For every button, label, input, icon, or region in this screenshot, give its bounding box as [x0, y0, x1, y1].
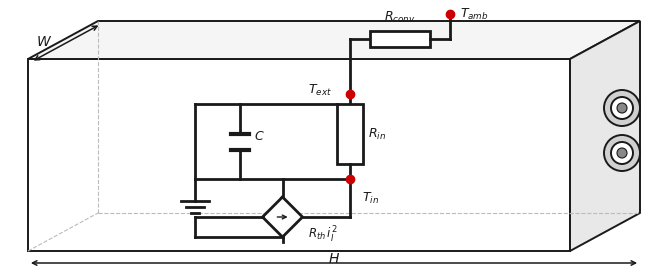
- Circle shape: [617, 103, 627, 113]
- Text: $T_{ext}$: $T_{ext}$: [308, 83, 332, 98]
- Circle shape: [604, 135, 640, 171]
- Text: $T_{amb}$: $T_{amb}$: [460, 6, 489, 22]
- Text: $R_{in}$: $R_{in}$: [368, 126, 386, 141]
- Circle shape: [617, 148, 627, 158]
- Text: $H$: $H$: [328, 252, 340, 266]
- Circle shape: [611, 97, 633, 119]
- Bar: [337, 104, 363, 164]
- Text: $T_{in}$: $T_{in}$: [362, 191, 379, 206]
- Text: $R_{th}\, i_I^2$: $R_{th}\, i_I^2$: [307, 225, 337, 245]
- Polygon shape: [28, 21, 640, 59]
- Circle shape: [604, 90, 640, 126]
- Text: $C$: $C$: [254, 130, 265, 143]
- Polygon shape: [263, 197, 303, 237]
- Polygon shape: [570, 21, 640, 251]
- Text: $W$: $W$: [36, 35, 52, 49]
- Bar: [370, 31, 430, 47]
- Polygon shape: [28, 59, 570, 251]
- Text: $R_{conv}$: $R_{conv}$: [384, 10, 416, 25]
- Circle shape: [611, 142, 633, 164]
